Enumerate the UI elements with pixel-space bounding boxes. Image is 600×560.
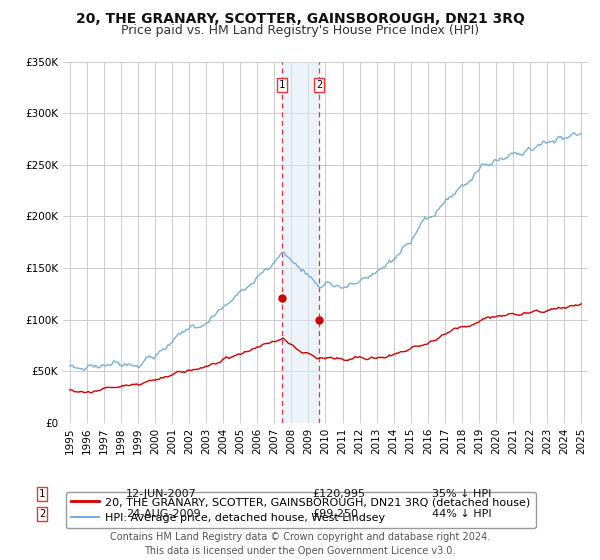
- Text: 12-JUN-2007: 12-JUN-2007: [126, 489, 197, 499]
- Text: Price paid vs. HM Land Registry's House Price Index (HPI): Price paid vs. HM Land Registry's House …: [121, 24, 479, 36]
- Text: Contains HM Land Registry data © Crown copyright and database right 2024.
This d: Contains HM Land Registry data © Crown c…: [110, 533, 490, 556]
- Text: 35% ↓ HPI: 35% ↓ HPI: [432, 489, 491, 499]
- Legend: 20, THE GRANARY, SCOTTER, GAINSBOROUGH, DN21 3RQ (detached house), HPI: Average : 20, THE GRANARY, SCOTTER, GAINSBOROUGH, …: [66, 492, 536, 528]
- Text: 2: 2: [316, 80, 322, 90]
- Text: 1: 1: [279, 80, 285, 90]
- Text: 1: 1: [39, 489, 45, 499]
- Text: 20, THE GRANARY, SCOTTER, GAINSBOROUGH, DN21 3RQ: 20, THE GRANARY, SCOTTER, GAINSBOROUGH, …: [76, 12, 524, 26]
- Text: 44% ↓ HPI: 44% ↓ HPI: [432, 509, 491, 519]
- Bar: [282, 62, 319, 423]
- Text: £99,250: £99,250: [312, 509, 358, 519]
- Text: 2: 2: [39, 509, 45, 519]
- Text: £120,995: £120,995: [312, 489, 365, 499]
- Text: 24-AUG-2009: 24-AUG-2009: [126, 509, 200, 519]
